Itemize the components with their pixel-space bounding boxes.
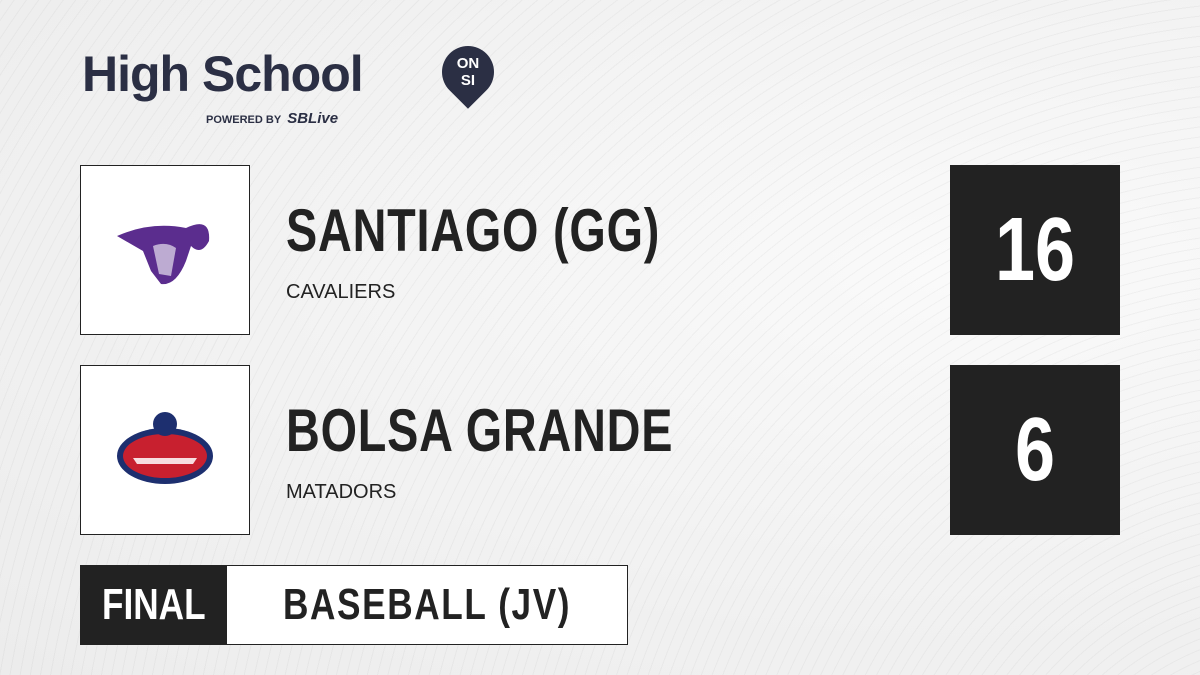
badge-top: ON bbox=[456, 55, 480, 72]
on-si-pin-icon: ON SI bbox=[431, 35, 505, 109]
sport-label: BASEBALL (JV) bbox=[227, 566, 627, 644]
status-text: FINAL bbox=[102, 580, 206, 629]
team-name: SANTIAGO (GG) bbox=[286, 197, 661, 264]
status-badge: FINAL bbox=[81, 566, 227, 644]
sport-text: BASEBALL (JV) bbox=[283, 580, 572, 629]
powered-by: POWERED BY SBLive bbox=[206, 110, 338, 127]
pin-text: ON SI bbox=[442, 46, 494, 98]
high-school-on-si-logo: High School ON SI POWERED BY SBLive bbox=[82, 35, 505, 127]
team-logo-bolsa-grande bbox=[80, 365, 250, 535]
team-name: BOLSA GRANDE bbox=[286, 397, 674, 464]
score-value: 6 bbox=[1014, 400, 1056, 500]
score-value: 16 bbox=[994, 200, 1076, 300]
sblive-text: SBLive bbox=[287, 110, 339, 127]
powered-by-label: POWERED BY bbox=[206, 114, 282, 126]
team-mascot: MATADORS bbox=[286, 481, 397, 503]
team-score: 16 bbox=[950, 165, 1120, 335]
badge-bottom: SI bbox=[460, 72, 476, 89]
game-info: FINAL BASEBALL (JV) bbox=[80, 565, 629, 645]
brand-title: High School bbox=[82, 46, 364, 102]
sblive-logo: SBLive bbox=[287, 110, 338, 127]
team-score: 6 bbox=[950, 365, 1120, 535]
matador-icon bbox=[117, 412, 213, 484]
team-mascot: CAVALIERS bbox=[286, 281, 396, 303]
cavalier-icon bbox=[117, 224, 210, 285]
team-logo-santiago bbox=[80, 165, 250, 335]
